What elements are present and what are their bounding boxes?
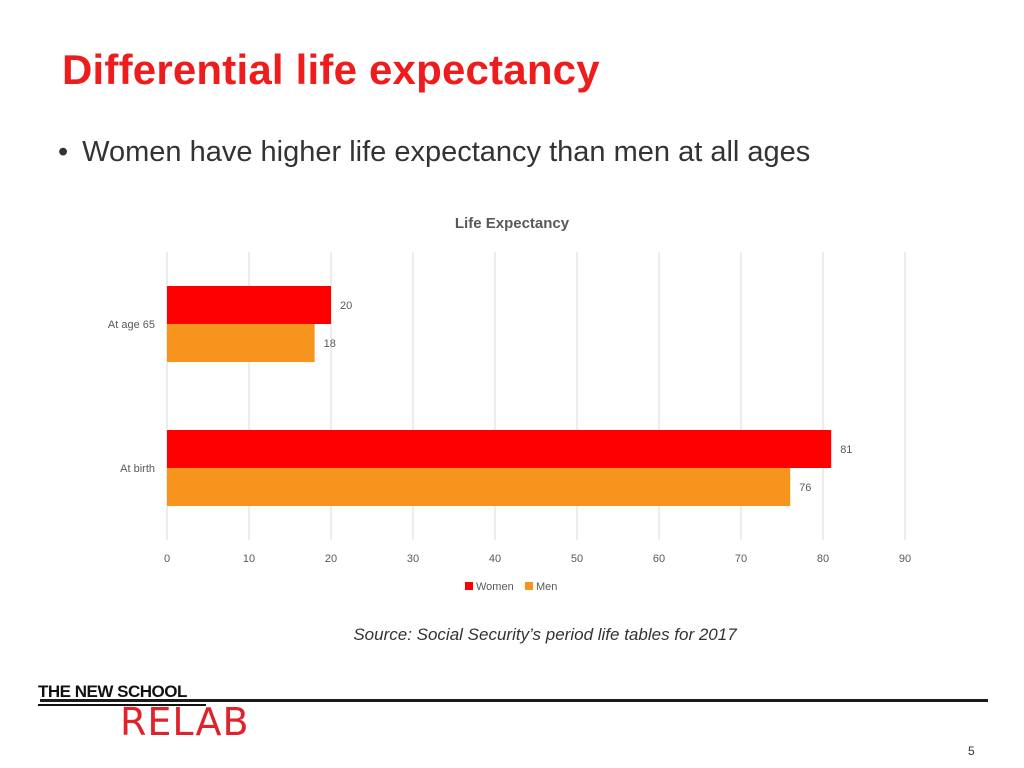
bar-men [167,468,791,506]
source-note: Source: Social Security’s period life ta… [353,625,737,644]
x-tick-label: 90 [899,553,911,565]
chart-title: Life Expectancy [455,215,570,232]
data-label: 76 [799,482,811,494]
bar-men [167,324,315,362]
page-number: 5 [968,744,975,758]
bar-women [167,286,331,324]
x-tick-label: 30 [407,553,419,565]
x-tick-label: 80 [817,553,829,565]
legend-swatch-men [525,582,533,590]
logo-school-text: THE NEW SCHOOL [38,682,187,701]
data-label: 81 [840,444,852,456]
bar-women [167,430,832,468]
footer-divider [40,699,988,702]
x-tick-label: 50 [571,553,583,565]
category-label: At age 65 [108,319,155,331]
data-label: 20 [340,300,352,312]
bullet-text: Women have higher life expectancy than m… [82,136,811,168]
category-label: At birth [120,463,155,475]
x-tick-label: 40 [489,553,501,565]
new-school-relab-logo: THE NEW SCHOOL RELAB [38,682,278,744]
bullet-point: • Women have higher life expectancy than … [58,136,810,169]
legend-label: Men [536,581,557,593]
x-tick-label: 0 [164,553,170,565]
life-expectancy-chart: Life Expectancy 0 10 20 30 40 50 60 70 80 90 At age… [108,215,911,593]
bullet-marker: • [58,136,69,168]
legend-swatch-women [465,582,473,590]
legend-label: Women [476,581,514,593]
x-tick-label: 60 [653,553,665,565]
logo-underline [38,704,206,706]
slide-title: Differential life expectancy [62,46,600,93]
x-tick-label: 70 [735,553,747,565]
logo-relab-text: RELAB [120,700,250,744]
x-tick-label: 20 [325,553,337,565]
data-label: 18 [324,338,336,350]
x-tick-label: 10 [243,553,255,565]
